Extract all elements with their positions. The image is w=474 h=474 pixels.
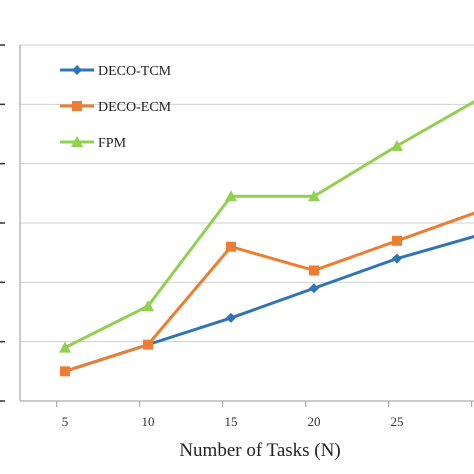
y-axis-tick-stubs [0,44,5,402]
x-axis-label: Number of Tasks (N) [179,440,340,461]
x-axis-ticks: 5 10 15 20 25 [56,401,473,429]
legend: DECO-TCM DECO-ECM FPM [60,64,172,151]
series-fpm [59,100,474,353]
series-point [59,341,71,353]
x-tick-label: 5 [62,414,69,429]
legend-item: FPM [60,136,127,151]
axes [19,45,474,402]
series-line [64,100,474,349]
series-point [226,241,236,252]
grid-lines [20,44,474,343]
legend-item: DECO-TCM [60,64,172,79]
x-tick-label: 20 [308,414,321,429]
series-point [308,190,320,202]
series-point [143,339,153,350]
series-point [71,136,83,147]
series-point [226,312,236,323]
series-line [64,211,474,373]
series-point [60,366,70,377]
series-point [309,283,319,294]
x-tick-label: 25 [391,414,404,429]
legend-item: DECO-ECM [60,100,172,115]
legend-label: FPM [98,136,127,151]
series-point [391,139,403,151]
series-point [392,253,402,264]
legend-label: DECO-ECM [98,100,172,115]
series-point [72,101,82,111]
series-point [392,235,402,246]
x-tick-label: 10 [142,414,155,429]
legend-label: DECO-TCM [98,64,172,79]
series-group [59,100,474,377]
series-deco-ecm [60,211,474,377]
x-tick-label: 15 [225,414,238,429]
series-point [309,265,319,276]
series-point [225,190,237,202]
series-point [142,300,154,312]
series-point [72,65,82,75]
